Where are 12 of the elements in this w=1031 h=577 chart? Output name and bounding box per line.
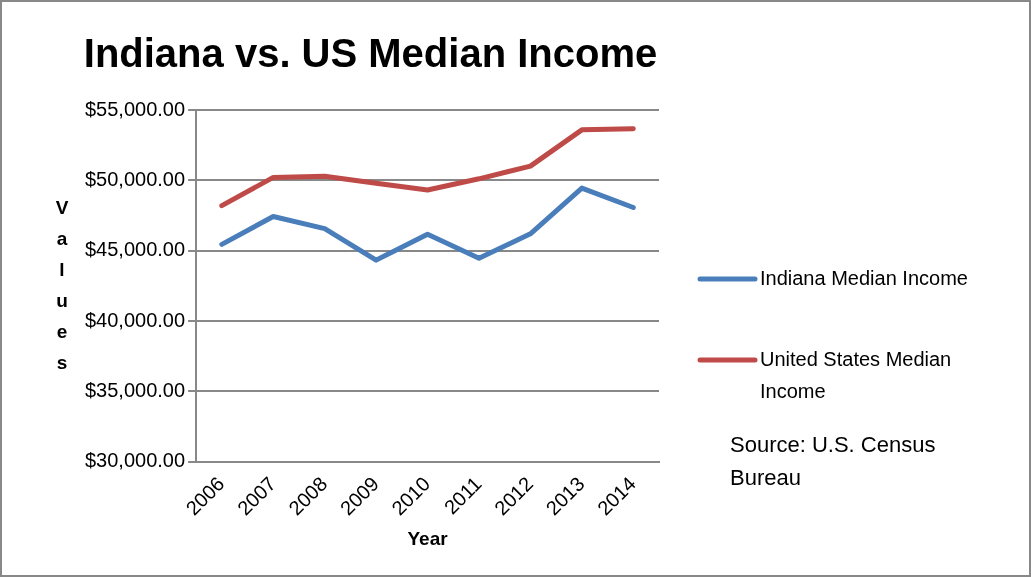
y-axis-title: Values [55,196,69,373]
y-tick-label: $45,000.00 [84,238,186,261]
y-tick-label: $55,000.00 [84,97,186,120]
legend-label: United States Median Income [760,347,952,402]
x-axis-title: Year [407,527,449,549]
source-note: Source: U.S. Census Bureau [730,432,936,491]
y-tick-label: $30,000.00 [84,449,186,472]
chart-title: Indiana vs. US Median Income [83,31,658,76]
y-tick-label: $50,000.00 [84,167,186,190]
y-tick-label: $40,000.00 [84,308,186,331]
y-tick-label: $35,000.00 [84,378,186,401]
legend-label: Indiana Median Income [760,266,968,289]
